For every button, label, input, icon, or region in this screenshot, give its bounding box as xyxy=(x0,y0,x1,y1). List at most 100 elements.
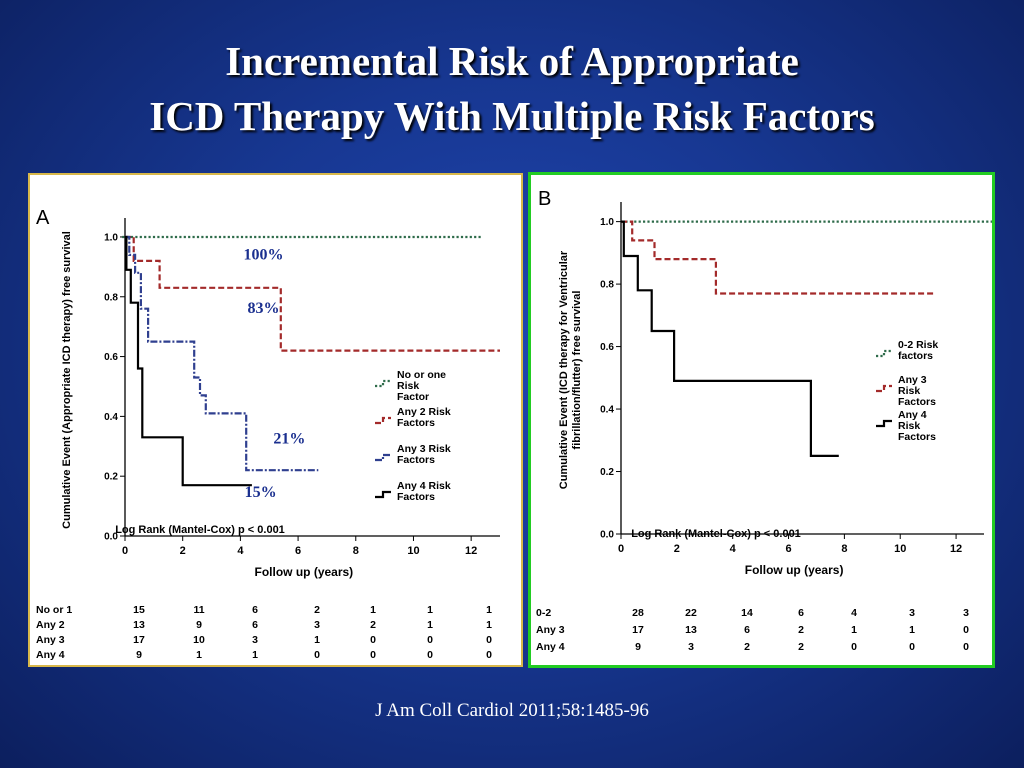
legend-entry-line: Any 2 Risk xyxy=(397,406,451,418)
risk-table-cell: 0 xyxy=(427,649,433,661)
legend-entry-line: Factors xyxy=(397,454,435,466)
x-axis-title: Follow up (years) xyxy=(255,565,354,579)
km-curve-series-3 xyxy=(621,220,839,457)
risk-table-cell: 13 xyxy=(133,619,145,631)
risk-table-cell: 1 xyxy=(851,624,857,636)
legend-entry-line: Any 4 xyxy=(898,409,927,421)
risk-table-cell: 1 xyxy=(196,649,202,661)
legend-entry-line: Risk xyxy=(898,420,920,432)
risk-table-cell: 1 xyxy=(427,604,433,616)
y-tick-label: 0.6 xyxy=(104,352,118,363)
risk-table-row-label: Any 4 xyxy=(36,649,65,661)
legend-entry-line: Factors xyxy=(397,491,435,503)
x-tick-label: 8 xyxy=(353,545,359,557)
legend-swatch xyxy=(375,379,391,388)
risk-table-cell: 9 xyxy=(136,649,142,661)
risk-table-cell: 4 xyxy=(851,607,857,619)
x-tick-label: 4 xyxy=(730,543,737,555)
percent-label: 21% xyxy=(273,430,305,447)
y-axis-title-line: fibrillation/flutter) free survival xyxy=(571,291,583,450)
risk-table-cell: 9 xyxy=(635,641,641,653)
risk-table-cell: 14 xyxy=(741,607,753,619)
risk-table-cell: 15 xyxy=(133,604,145,616)
risk-table-row-label: Any 3 xyxy=(36,634,65,646)
y-axis-title-line: Cumulative Event (ICD therapy for Ventri… xyxy=(558,250,570,489)
risk-table-cell: 2 xyxy=(370,619,376,631)
chart-panel-a: A 0.0 0.2 0.4 0.6 0.8 1.0 0 2 4 6 8 10 12 Follow up (y… xyxy=(28,173,523,667)
legend-entry-line: 0-2 Risk xyxy=(898,339,938,351)
percent-label: 83% xyxy=(247,300,279,317)
risk-table-cell: 0 xyxy=(963,641,969,653)
risk-table-cell: 0 xyxy=(370,634,376,646)
x-tick-label: 12 xyxy=(465,545,477,557)
panel-label: B xyxy=(538,188,551,210)
risk-table-cell: 1 xyxy=(370,604,376,616)
risk-table-cell: 1 xyxy=(252,649,258,661)
risk-table-cell: 3 xyxy=(688,641,694,653)
km-curve-series-2 xyxy=(125,235,500,352)
y-tick-label: 0.8 xyxy=(600,280,614,291)
km-curve-series-2 xyxy=(621,220,934,295)
risk-table-cell: 0 xyxy=(427,634,433,646)
risk-table-cell: 17 xyxy=(632,624,644,636)
risk-table-cell: 2 xyxy=(798,624,804,636)
legend-entry-line: factors xyxy=(898,350,933,362)
slide-title: Incremental Risk of Appropriate ICD Ther… xyxy=(0,34,1024,144)
legend-entry-line: Any 3 Risk xyxy=(397,443,451,455)
risk-table-cell: 2 xyxy=(744,641,750,653)
legend-entry-line: No or one xyxy=(397,369,446,381)
risk-table-cell: 1 xyxy=(427,619,433,631)
percent-label: 15% xyxy=(245,484,277,501)
legend-entry-line: Factors xyxy=(397,417,435,429)
x-tick-label: 0 xyxy=(122,545,128,557)
x-tick-label: 6 xyxy=(785,543,791,555)
legend-entry-line: Factors xyxy=(898,431,936,443)
citation: J Am Coll Cardiol 2011;58:1485-96 xyxy=(375,700,649,721)
risk-table-cell: 1 xyxy=(486,604,492,616)
x-axis-title: Follow up (years) xyxy=(745,563,844,577)
risk-table-cell: 3 xyxy=(314,619,320,631)
legend-entry-line: Risk xyxy=(898,385,920,397)
y-tick-label: 1.0 xyxy=(600,217,614,228)
risk-table-row-label: No or 1 xyxy=(36,604,72,616)
km-curve-series-3 xyxy=(125,235,319,472)
risk-table-row-label: 0-2 xyxy=(536,607,551,619)
legend-swatch xyxy=(375,453,391,462)
risk-table-cell: 10 xyxy=(193,634,205,646)
legend-entry-line: Risk xyxy=(397,380,419,392)
x-tick-label: 2 xyxy=(674,543,680,555)
legend-entry-line: Any 4 Risk xyxy=(397,480,451,492)
legend-swatch xyxy=(876,384,892,393)
legend-swatch xyxy=(375,416,391,425)
x-tick-label: 10 xyxy=(894,543,906,555)
x-tick-label: 10 xyxy=(407,545,419,557)
risk-table-cell: 0 xyxy=(486,634,492,646)
legend-entry-line: Factors xyxy=(898,396,936,408)
risk-table-cell: 0 xyxy=(486,649,492,661)
risk-table-cell: 11 xyxy=(193,604,204,616)
risk-table-cell: 1 xyxy=(909,624,915,636)
risk-table-cell: 3 xyxy=(963,607,969,619)
y-tick-label: 0.2 xyxy=(600,467,614,478)
risk-table-cell: 0 xyxy=(963,624,969,636)
y-axis-title: Cumulative Event (Appropriate ICD therap… xyxy=(61,231,73,529)
legend-swatch xyxy=(876,419,892,428)
km-curve-series-4 xyxy=(125,235,252,487)
risk-table-cell: 22 xyxy=(685,607,697,619)
risk-table-cell: 0 xyxy=(909,641,915,653)
y-tick-label: 0.4 xyxy=(600,405,614,416)
legend-swatch xyxy=(876,349,892,358)
risk-table-cell: 13 xyxy=(685,624,697,636)
legend-entry-line: Factor xyxy=(397,391,429,403)
risk-table-cell: 3 xyxy=(252,634,258,646)
legend-entry-line: Any 3 xyxy=(898,374,927,386)
percent-label: 100% xyxy=(243,246,283,263)
chart-panel-b: B 0.0 0.2 0.4 0.6 0.8 1.0 0 2 4 6 8 10 12 Follow up (y… xyxy=(528,172,995,668)
y-tick-label: 0.0 xyxy=(104,532,118,543)
risk-table-cell: 0 xyxy=(851,641,857,653)
x-tick-label: 12 xyxy=(950,543,962,555)
risk-table-cell: 1 xyxy=(314,634,320,646)
x-tick-label: 8 xyxy=(841,543,847,555)
